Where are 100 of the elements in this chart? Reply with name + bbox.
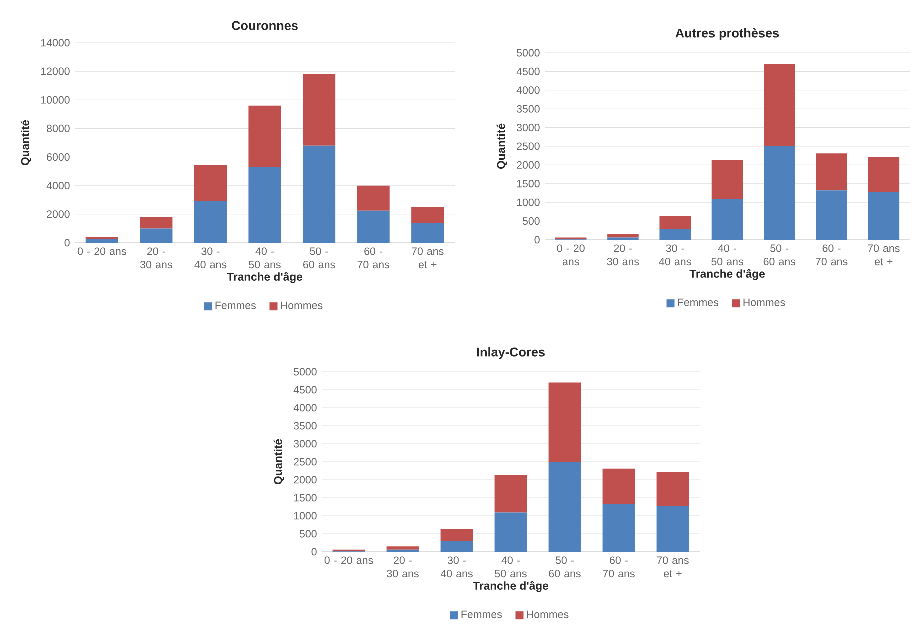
legend-label: Hommes <box>527 610 569 618</box>
bar <box>386 546 420 550</box>
x-tick-label: 0 - 20 ans <box>324 556 374 564</box>
chart-title: Inlay-Cores <box>477 347 545 360</box>
y-tick-label: 6000 <box>47 154 70 162</box>
bar <box>248 106 282 168</box>
y-tick-label: 2500 <box>517 142 540 150</box>
bar <box>357 186 390 211</box>
bar <box>140 228 173 243</box>
bar <box>194 165 227 202</box>
y-tick-label: 1500 <box>294 494 317 502</box>
y-tick-label: 2500 <box>294 458 317 466</box>
y-tick-label: 4500 <box>294 386 317 394</box>
bar <box>608 234 639 238</box>
y-tick-label: 3500 <box>294 422 317 430</box>
bar <box>548 462 582 552</box>
bar <box>548 382 582 462</box>
y-tick-label: 4500 <box>516 68 540 76</box>
x-tick-label: 20 - 30 ans <box>387 556 419 578</box>
y-tick-label: 2000 <box>294 476 317 484</box>
legend-label: Hommes <box>744 298 786 306</box>
x-axis-title: Tranche d'âge <box>227 272 302 284</box>
y-tick-label: 4000 <box>294 404 317 412</box>
bar <box>248 167 282 243</box>
chart-title: Autres prothèses <box>676 28 780 40</box>
bar <box>816 190 848 240</box>
y-tick-label: 4000 <box>516 86 540 94</box>
bar <box>764 146 796 240</box>
bar <box>660 216 691 230</box>
chart-title: Couronnes <box>232 21 298 30</box>
y-tick-label: 5000 <box>516 49 540 57</box>
legend-label: Hommes <box>281 302 323 310</box>
bar <box>660 229 691 240</box>
bar <box>494 475 528 513</box>
bar <box>140 217 173 229</box>
x-tick-label: 0 - 20 ans <box>78 248 126 256</box>
legend-label: Femmes <box>678 298 719 306</box>
y-tick-label: 8000 <box>47 124 70 132</box>
y-tick-label: 12000 <box>41 68 70 76</box>
bar <box>602 468 636 504</box>
bar <box>86 239 118 243</box>
x-tick-label: 40 - 50 ans <box>712 244 744 266</box>
y-axis-title: Quantité <box>20 120 32 166</box>
bar <box>656 506 690 552</box>
x-tick-label: 30 - 40 ans <box>194 248 227 269</box>
bar <box>712 160 744 200</box>
y-tick-label: 3000 <box>294 440 317 448</box>
y-tick-label: 2000 <box>517 161 540 169</box>
x-tick-label: 20 - 30 ans <box>607 244 640 266</box>
x-tick-label: 50 - 60 ans <box>764 244 796 266</box>
bar <box>194 202 227 243</box>
y-tick-label: 4000 <box>46 182 70 190</box>
y-tick-label: 0 <box>312 548 317 556</box>
y-tick-label: 10000 <box>41 96 70 104</box>
x-tick-label: 30 - 40 ans <box>659 244 692 266</box>
x-axis-title: Tranche d'âge <box>473 581 548 592</box>
x-tick-label: 60 - 70 ans <box>358 248 390 269</box>
bar <box>656 472 690 506</box>
y-tick-label: 5000 <box>294 368 317 376</box>
bar <box>412 207 444 223</box>
y-tick-label: 0 <box>64 239 70 247</box>
y-tick-label: 1000 <box>294 512 317 520</box>
bar <box>764 64 796 146</box>
y-tick-label: 0 <box>534 236 540 244</box>
y-tick-label: 500 <box>522 218 540 226</box>
y-tick-label: 1000 <box>517 198 540 206</box>
bar <box>712 199 744 240</box>
x-tick-label: 0 - 20 ans <box>557 244 585 266</box>
y-axis-title: Quantité <box>496 124 508 170</box>
x-tick-label: 20 - 30 ans <box>140 248 172 269</box>
bar <box>816 154 848 191</box>
x-tick-label: 40 - 50 ans <box>249 248 281 269</box>
y-tick-label: 14000 <box>41 39 70 47</box>
y-tick-label: 2000 <box>47 210 70 218</box>
x-tick-label: 40 - 50 ans <box>495 556 527 578</box>
bar <box>412 222 444 243</box>
x-tick-label: 60 - 70 ans <box>603 556 635 578</box>
bar <box>602 504 636 552</box>
bar <box>440 542 474 552</box>
bar <box>868 156 900 192</box>
x-tick-label: 70 ans et + <box>412 248 444 269</box>
y-tick-label: 3000 <box>516 124 540 132</box>
x-tick-label: 70 ans et + <box>868 244 900 266</box>
x-tick-label: 30 - 40 ans <box>440 556 473 578</box>
bar <box>302 74 336 146</box>
legend-label: Femmes <box>216 302 256 310</box>
y-axis-title: Quantité <box>274 439 284 485</box>
x-tick-label: 50 - 60 ans <box>549 556 581 578</box>
y-tick-label: 1500 <box>517 180 540 188</box>
bar <box>868 192 900 240</box>
x-axis-title: Tranche d'âge <box>690 269 765 280</box>
bar <box>302 146 336 243</box>
x-tick-label: 50 - 60 ans <box>304 248 336 269</box>
bar <box>494 512 528 552</box>
x-tick-label: 70 ans et + <box>657 556 689 578</box>
bar <box>357 210 390 243</box>
bar <box>440 529 474 542</box>
x-tick-label: 60 - 70 ans <box>816 244 848 266</box>
y-tick-label: 500 <box>300 530 317 538</box>
legend-label: Femmes <box>462 610 502 618</box>
